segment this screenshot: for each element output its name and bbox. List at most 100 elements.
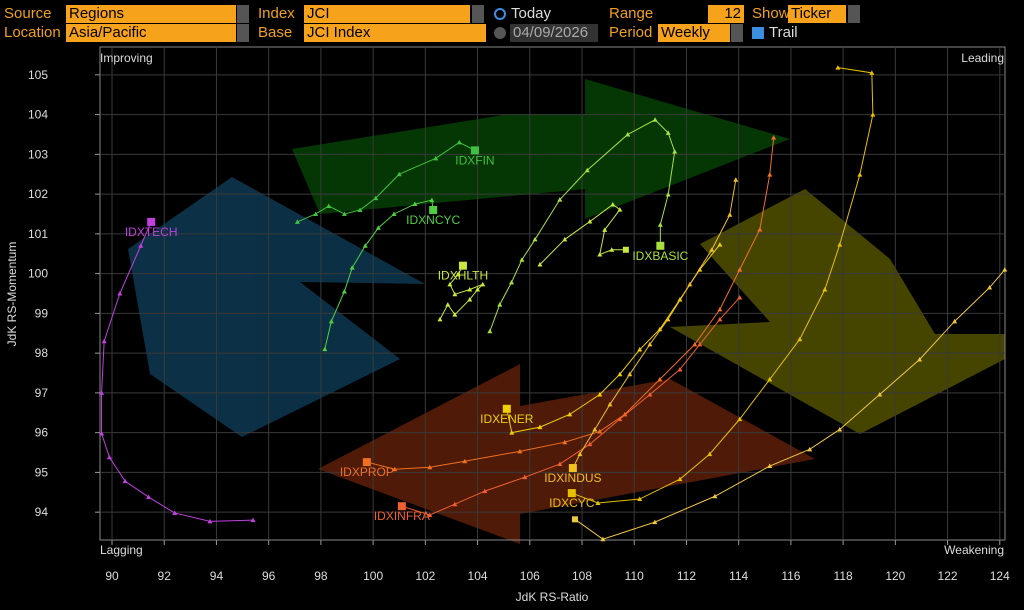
label: Show: [752, 5, 790, 22]
trail-point: [677, 476, 683, 482]
label: Index: [258, 5, 295, 22]
trail-point: [172, 510, 178, 515]
y-tick-label: 99: [35, 306, 49, 320]
trail-point: [557, 461, 563, 467]
trail-point: [617, 207, 623, 212]
trail-point: [322, 346, 328, 352]
trail-point: [607, 401, 613, 407]
y-tick-label: 100: [28, 267, 48, 281]
period-field[interactable]: Weekly: [658, 24, 730, 42]
ticker-label: IDXPROP: [340, 465, 394, 479]
trail-point: [587, 219, 593, 224]
trail-point: [362, 243, 368, 248]
trail-point: [665, 316, 671, 322]
trail-point: [952, 318, 958, 324]
trail-point: [562, 439, 568, 445]
label: Today: [511, 5, 552, 22]
x-tick-label: 96: [262, 569, 276, 583]
source-field[interactable]: Regions: [66, 5, 236, 23]
trail-point: [597, 428, 603, 434]
range-field[interactable]: 12: [708, 5, 744, 23]
background-arrows: [128, 79, 1005, 544]
trail-point: [487, 328, 493, 334]
trail-point: [835, 65, 841, 70]
ticker-label: IDXINDUS: [544, 471, 601, 485]
ticker-label: IDXNCYC: [406, 213, 460, 227]
trail-point: [727, 212, 733, 217]
trail-point: [647, 391, 653, 397]
label: Range: [609, 5, 654, 22]
trail: [101, 221, 254, 522]
dropdown[interactable]: [237, 24, 249, 42]
head-marker: [567, 489, 576, 498]
trail-point: [537, 261, 543, 267]
radio[interactable]: [494, 27, 506, 39]
x-tick-label: 108: [572, 569, 592, 583]
trail-point: [250, 517, 256, 523]
base-field[interactable]: JCI Index: [304, 24, 486, 42]
trail-point: [412, 201, 418, 207]
x-tick-label: 120: [885, 569, 905, 583]
ticker-label: IDXBASIC: [632, 249, 688, 263]
y-tick-label: 104: [28, 108, 48, 122]
ticker-label: IDXFIN: [455, 153, 494, 167]
trail-point: [427, 512, 433, 517]
dropdown[interactable]: [237, 5, 249, 23]
y-tick-label: 102: [28, 187, 48, 201]
trail-point: [522, 474, 528, 480]
x-tick-label: 118: [834, 569, 853, 583]
trail-point: [857, 172, 863, 177]
head-marker: [571, 516, 578, 523]
location-field[interactable]: Asia/Pacific: [66, 24, 236, 42]
trail-point: [294, 219, 300, 224]
head-marker: [397, 502, 406, 511]
trail-point: [733, 177, 739, 182]
trail: [571, 67, 874, 504]
x-tick-label: 122: [938, 569, 958, 583]
trail-point: [637, 347, 643, 352]
trail-point: [101, 338, 107, 344]
trail-point: [456, 139, 462, 145]
dropdown[interactable]: [472, 5, 484, 23]
trail-point: [452, 501, 458, 507]
trail-point: [869, 70, 875, 75]
trail-point: [517, 448, 523, 454]
trail-point: [595, 500, 601, 506]
date-field[interactable]: 04/09/2026: [510, 24, 598, 42]
checkbox[interactable]: [752, 27, 764, 39]
trail-point: [627, 371, 633, 377]
trail-point: [771, 135, 777, 140]
trail-point: [657, 376, 663, 382]
trail-point: [767, 463, 773, 469]
trail-point: [349, 265, 355, 270]
trail-point: [509, 279, 515, 285]
index-field[interactable]: JCI: [304, 5, 470, 23]
trail-point: [396, 171, 402, 177]
show-field[interactable]: Ticker: [788, 5, 846, 23]
trail-point: [117, 291, 123, 296]
trail: [574, 269, 1006, 540]
trail-point: [429, 197, 435, 203]
head-marker: [502, 404, 511, 413]
trail-point: [767, 172, 773, 177]
trail: [324, 199, 434, 350]
trail-point: [99, 390, 105, 395]
ticker-label: IDXINFRA: [374, 509, 430, 523]
trail-point: [557, 197, 563, 202]
trail-point: [652, 519, 658, 525]
x-tick-label: 102: [415, 569, 435, 583]
y-tick-label: 94: [35, 505, 49, 519]
label: Period: [609, 24, 653, 41]
label: Trail: [769, 24, 798, 41]
dropdown[interactable]: [848, 5, 860, 23]
trail-point: [138, 243, 144, 248]
ticker-label: IDXCYC: [549, 496, 595, 510]
head-marker: [147, 217, 156, 226]
dropdown[interactable]: [731, 24, 743, 42]
trail-point: [433, 155, 439, 161]
trail-point: [707, 451, 713, 457]
radio[interactable]: [494, 8, 506, 20]
trail-point: [767, 376, 773, 382]
trail-point: [737, 416, 743, 422]
trail-point: [657, 326, 663, 332]
